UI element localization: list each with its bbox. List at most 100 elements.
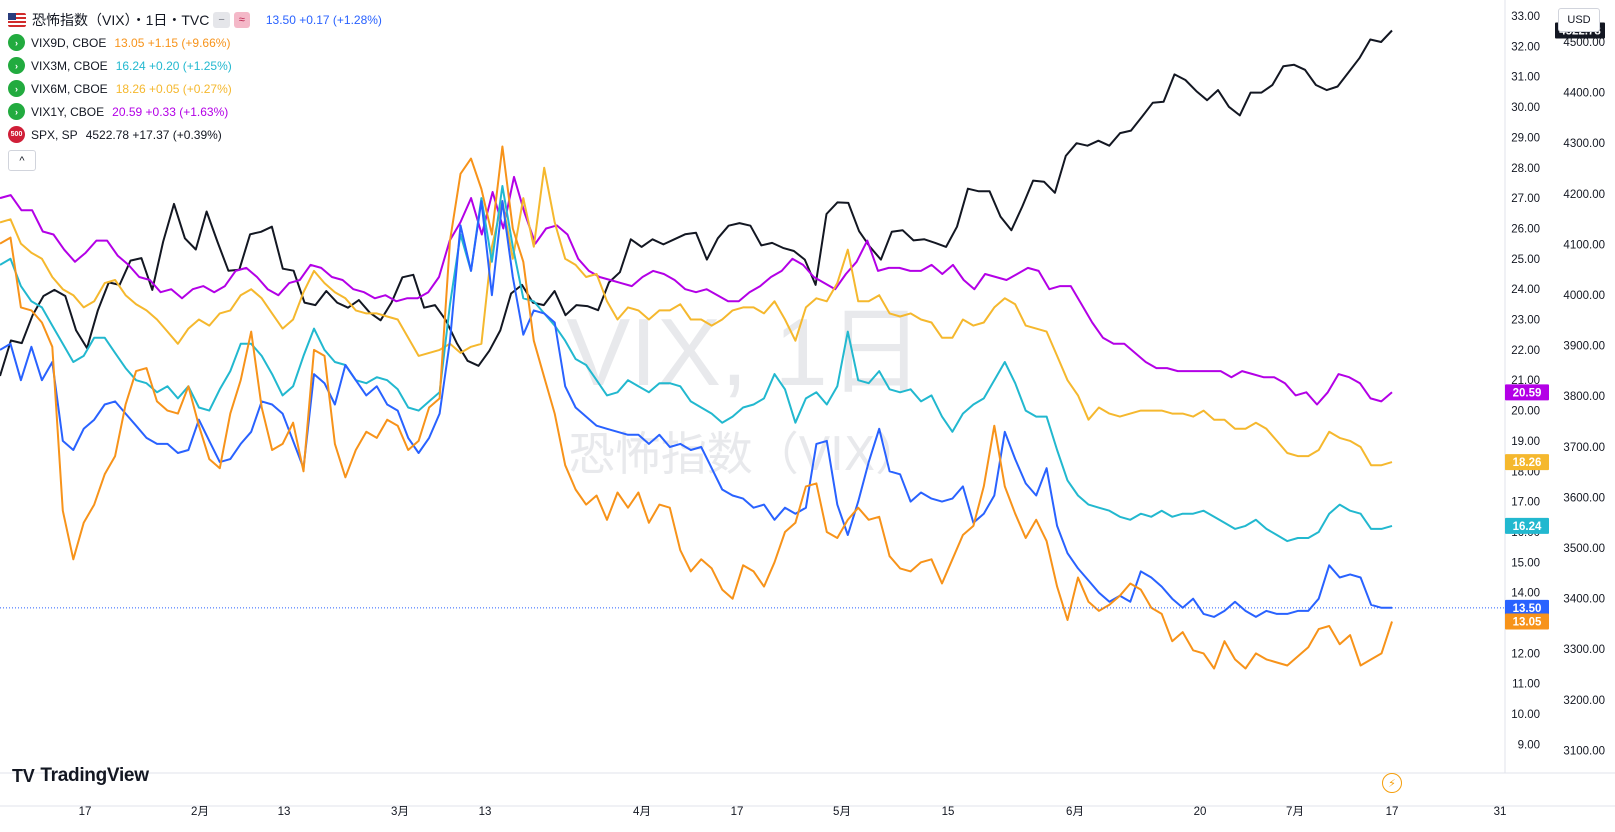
chart-title: 恐怖指数（VIX）・1日・TVC bbox=[32, 11, 210, 28]
legend-item[interactable]: › VIX9D, CBOE 13.05 +1.15 (+9.66%) bbox=[8, 31, 382, 54]
right-axis-tick: 3100.00 bbox=[1563, 745, 1605, 757]
left-axis-tick: 14.00 bbox=[1511, 588, 1540, 600]
last-value-label: 16.24 bbox=[1513, 521, 1542, 533]
series-line bbox=[0, 175, 1393, 406]
left-axis-tick: 12.00 bbox=[1511, 648, 1540, 660]
x-axis-tick: 15 bbox=[942, 806, 955, 818]
minimize-chip[interactable]: − bbox=[213, 11, 230, 28]
right-axis-tick: 3300.00 bbox=[1563, 644, 1605, 656]
series-layer bbox=[0, 29, 1505, 670]
right-axis-tick: 4100.00 bbox=[1563, 239, 1605, 251]
collapse-legend-button[interactable]: ^ bbox=[8, 150, 36, 171]
legend-symbol: SPX, SP bbox=[31, 127, 78, 142]
right-axis-tick: 3900.00 bbox=[1563, 341, 1605, 353]
main-quote: 13.50 +0.17 (+1.28%) bbox=[265, 12, 382, 27]
left-axis-tick: 28.00 bbox=[1511, 163, 1540, 175]
last-value-label-bg bbox=[1505, 599, 1549, 616]
last-value-label-bg bbox=[1505, 613, 1549, 630]
legend-header: 恐怖指数（VIX）・1日・TVC − ≈ 13.50 +0.17 (+1.28%… bbox=[8, 8, 382, 31]
left-axis-tick: 29.00 bbox=[1511, 132, 1540, 144]
right-axis-tick: 3200.00 bbox=[1563, 695, 1605, 707]
last-value-label: 20.59 bbox=[1513, 387, 1542, 399]
right-axis-tick: 3800.00 bbox=[1563, 391, 1605, 403]
x-axis-tick: 20 bbox=[1194, 806, 1207, 818]
left-axis-tick: 9.00 bbox=[1518, 739, 1540, 751]
legend-value: 18.26 +0.05 (+0.27%) bbox=[115, 81, 232, 96]
x-axis-tick: 4月 bbox=[633, 806, 651, 818]
x-axis-tick: 17 bbox=[79, 806, 92, 818]
right-axis-tick: 3400.00 bbox=[1563, 594, 1605, 606]
chevron-up-icon: ^ bbox=[19, 154, 25, 167]
legend-symbol: VIX6M, CBOE bbox=[31, 81, 108, 96]
x-axis-tick: 17 bbox=[1386, 806, 1399, 818]
left-axis-tick: 22.00 bbox=[1511, 345, 1540, 357]
axis-layer: 33.00 32.00 31.00 30.00 29.00 28.00 27.00 26.00… bbox=[79, 11, 1605, 818]
left-axis-tick: 17.00 bbox=[1511, 497, 1540, 509]
left-axis-tick: 30.00 bbox=[1511, 102, 1540, 114]
play-badge-icon: › bbox=[8, 103, 25, 120]
x-axis-tick: 31 bbox=[1494, 806, 1507, 818]
legend-item[interactable]: › VIX3M, CBOE 16.24 +0.20 (+1.25%) bbox=[8, 54, 382, 77]
x-axis-tick: 17 bbox=[731, 806, 744, 818]
tradingview-logo[interactable]: TV TradingView bbox=[12, 765, 149, 787]
x-axis-tick: 13 bbox=[278, 806, 291, 818]
x-axis-tick: 7月 bbox=[1286, 806, 1304, 818]
left-axis-tick: 33.00 bbox=[1511, 11, 1540, 23]
left-axis-tick: 23.00 bbox=[1511, 315, 1540, 327]
left-axis-tick: 21.00 bbox=[1511, 375, 1540, 387]
legend-value: 13.05 +1.15 (+9.66%) bbox=[114, 35, 231, 50]
left-axis-tick: 15.00 bbox=[1511, 557, 1540, 569]
legend-symbol: VIX9D, CBOE bbox=[31, 35, 107, 50]
legend: 恐怖指数（VIX）・1日・TVC − ≈ 13.50 +0.17 (+1.28%… bbox=[8, 8, 382, 171]
brand-name: TradingView bbox=[40, 765, 149, 786]
left-axis-tick: 32.00 bbox=[1511, 41, 1540, 53]
tradingview-logo-icon: TV bbox=[12, 765, 35, 786]
left-axis-tick: 25.00 bbox=[1511, 254, 1540, 266]
left-axis-tick: 31.00 bbox=[1511, 72, 1540, 84]
play-badge-icon: › bbox=[8, 80, 25, 97]
x-axis-tick: 3月 bbox=[391, 806, 409, 818]
last-value-label-bg bbox=[1505, 517, 1549, 534]
legend-symbol: VIX3M, CBOE bbox=[31, 58, 108, 73]
legend-item[interactable]: 500 SPX, SP 4522.78 +17.37 (+0.39%) bbox=[8, 123, 382, 146]
left-axis-tick: 10.00 bbox=[1511, 709, 1540, 721]
x-axis-tick: 13 bbox=[479, 806, 492, 818]
last-value-label-bg bbox=[1505, 454, 1549, 471]
right-axis-tick: 4200.00 bbox=[1563, 189, 1605, 201]
legend-value: 20.59 +0.33 (+1.63%) bbox=[112, 104, 229, 119]
left-axis-tick: 11.00 bbox=[1512, 679, 1540, 691]
series-line bbox=[0, 145, 1393, 670]
legend-item[interactable]: › VIX1Y, CBOE 20.59 +0.33 (+1.63%) bbox=[8, 100, 382, 123]
series-line bbox=[0, 166, 1393, 467]
right-axis-tick: 3700.00 bbox=[1563, 442, 1605, 454]
x-axis-tick: 5月 bbox=[833, 806, 851, 818]
left-axis-tick: 24.00 bbox=[1511, 284, 1540, 296]
series-line bbox=[0, 200, 1392, 618]
left-axis-tick: 27.00 bbox=[1511, 193, 1540, 205]
right-axis-tick: 3600.00 bbox=[1563, 492, 1605, 504]
right-axis-tick: 4300.00 bbox=[1563, 138, 1605, 150]
right-axis-tick: 4400.00 bbox=[1563, 88, 1605, 100]
watermark-line2: 恐怖指数（VIX） bbox=[569, 427, 922, 481]
legend-item[interactable]: › VIX6M, CBOE 18.26 +0.05 (+0.27%) bbox=[8, 77, 382, 100]
left-axis-tick: 20.00 bbox=[1511, 406, 1540, 418]
left-axis-tick: 26.00 bbox=[1511, 223, 1540, 235]
x-axis-tick: 6月 bbox=[1066, 806, 1084, 818]
watermark-line1: VIX, 1日 bbox=[566, 299, 923, 406]
play-badge-icon: › bbox=[8, 34, 25, 51]
play-badge-icon: › bbox=[8, 57, 25, 74]
sp500-badge-icon: 500 bbox=[8, 126, 25, 143]
last-value-label: 13.05 bbox=[1513, 616, 1542, 628]
series-line bbox=[0, 29, 1393, 377]
right-axis-tick: 4000.00 bbox=[1563, 290, 1605, 302]
last-value-label: 13.50 bbox=[1513, 603, 1542, 615]
currency-selector[interactable]: USD bbox=[1558, 8, 1600, 32]
wave-chip[interactable]: ≈ bbox=[233, 11, 250, 28]
lightning-icon[interactable]: ⚡ bbox=[1382, 773, 1402, 793]
us-flag-icon bbox=[8, 12, 26, 27]
